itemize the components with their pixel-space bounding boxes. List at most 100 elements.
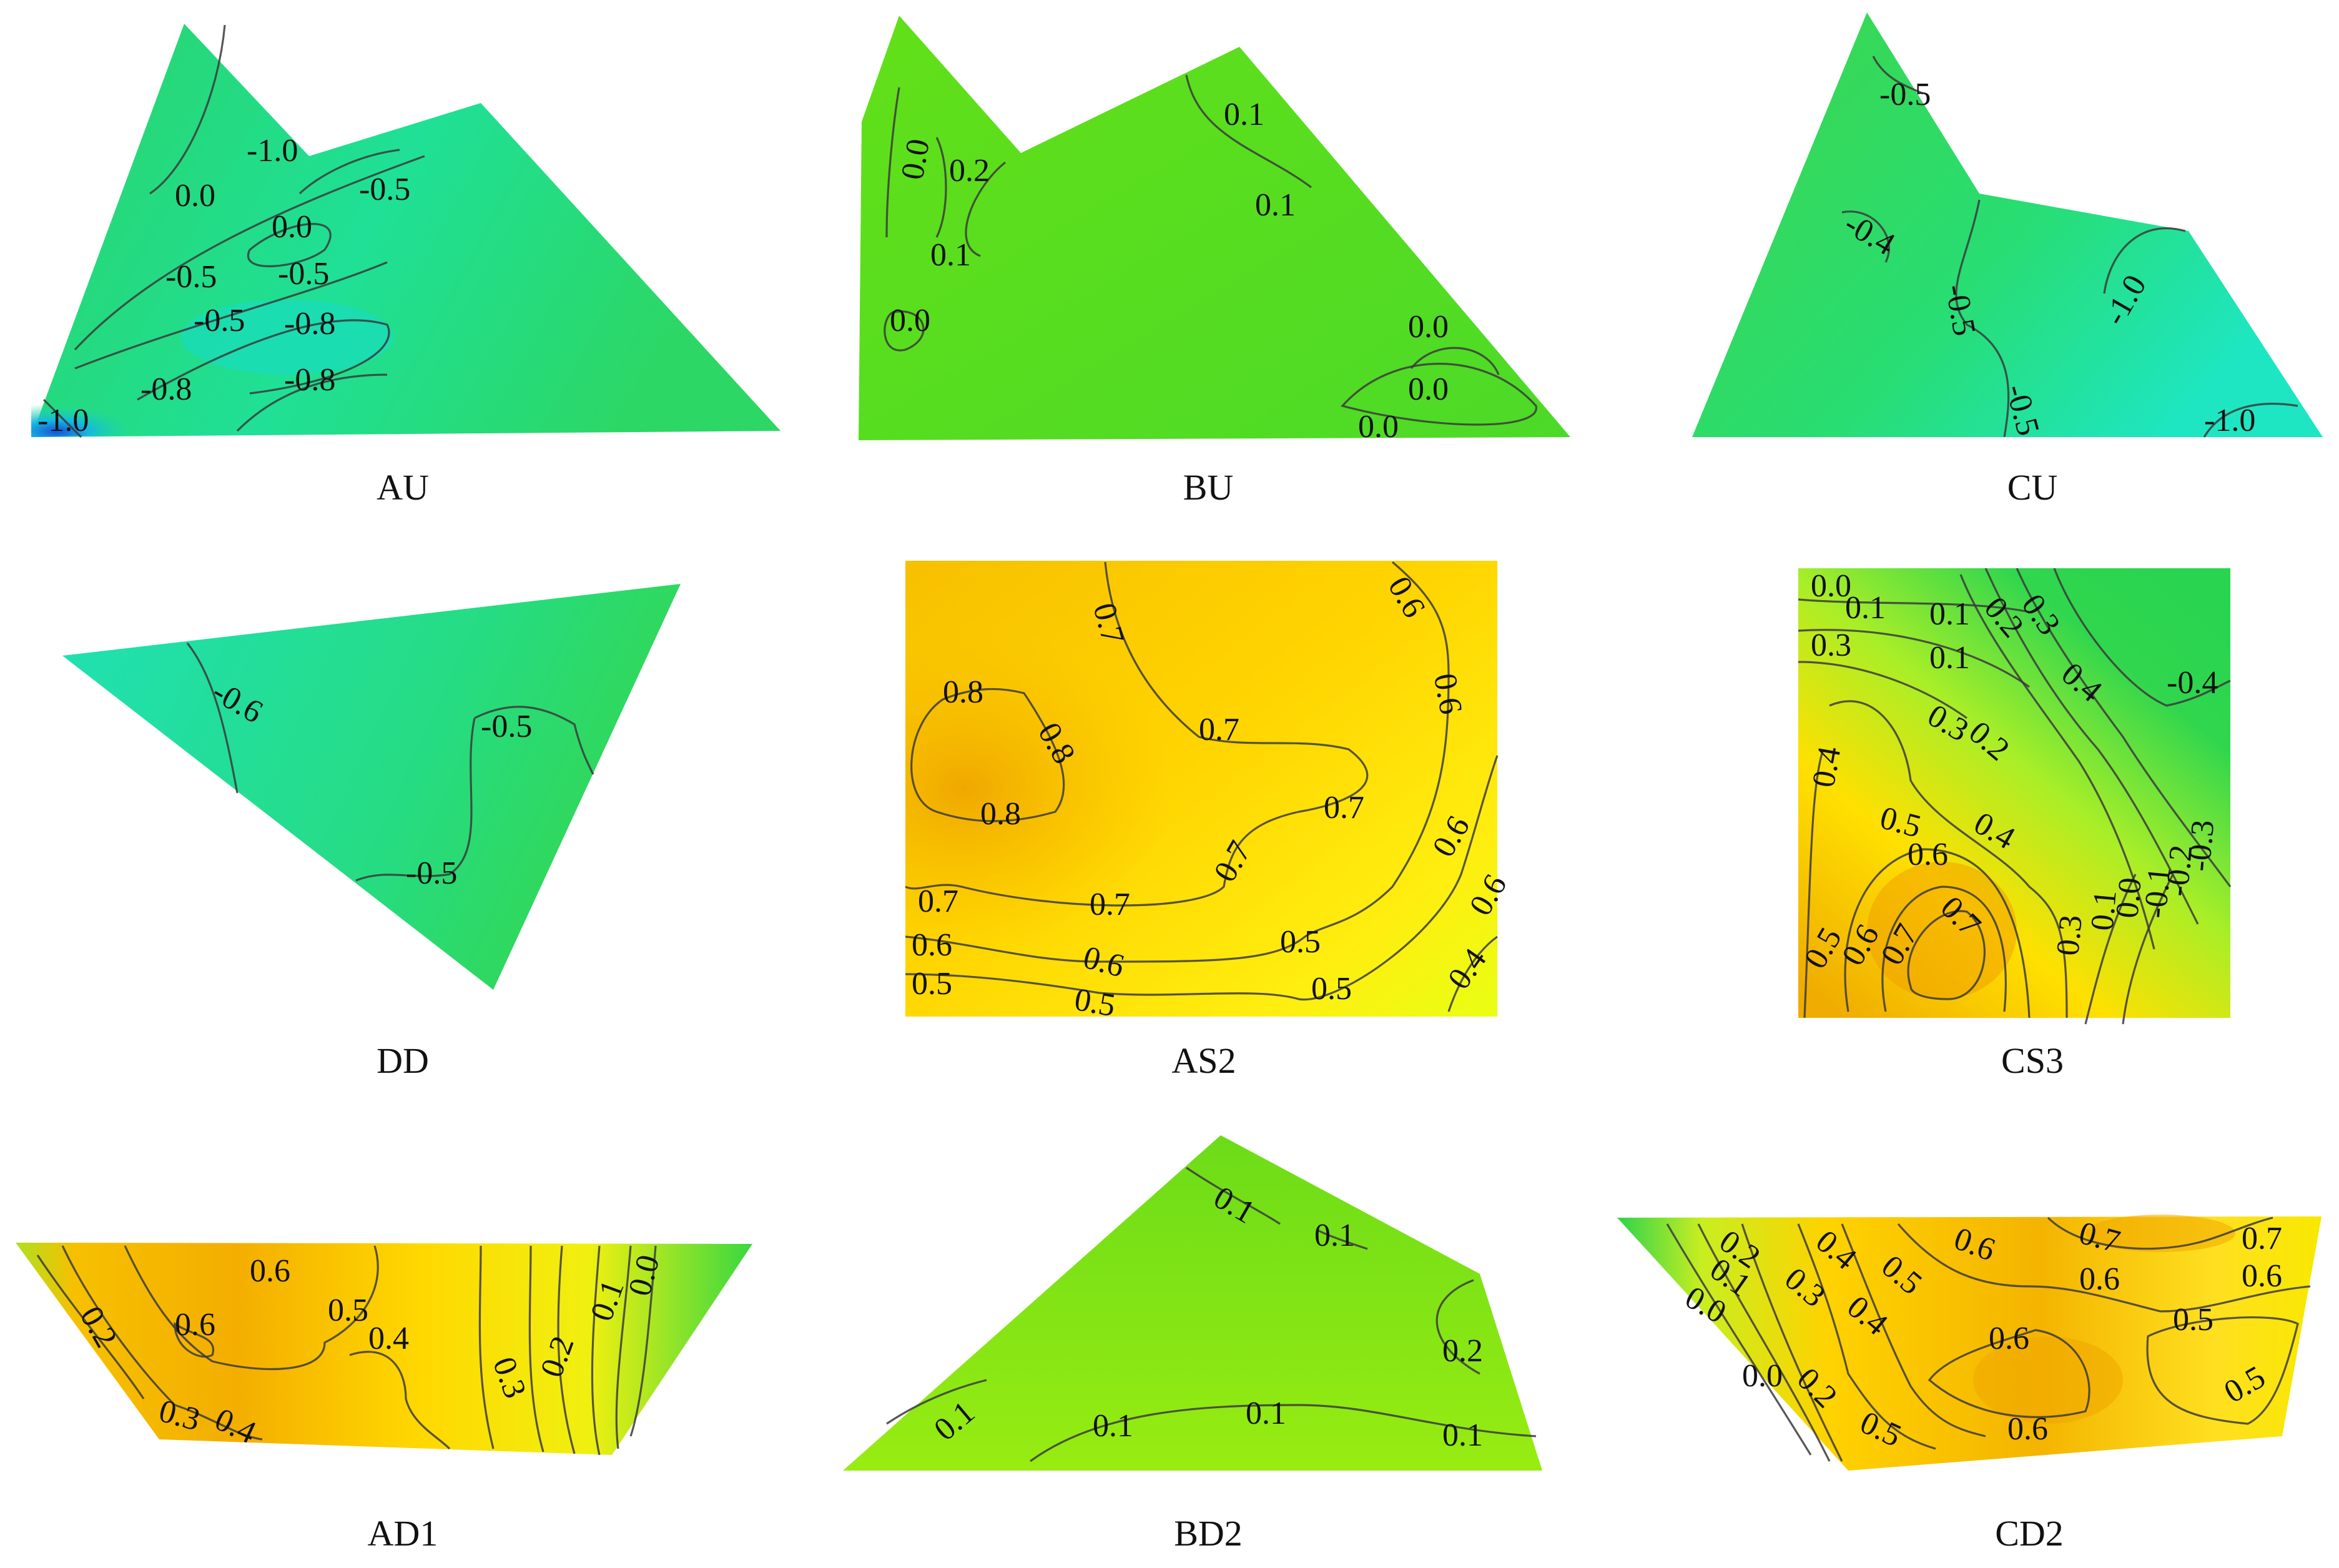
contour-label: 0.5 [1280, 924, 1321, 960]
panel-label: CD2 [1995, 1513, 2064, 1554]
contour-label: 0.0 [1811, 568, 1851, 604]
contour-label: 0.7 [918, 884, 958, 919]
panel-bd2: 0.1 0.1 0.2 0.1 0.1 0.1 0.1 BD2 [843, 1135, 1542, 1554]
contour-lines [36, 1245, 657, 1456]
contour-label: 0.1 [1442, 1418, 1483, 1453]
contour-label: 0.1 [1929, 596, 1970, 632]
contour-label: 0.7 [1090, 887, 1130, 922]
contour-labels: 0.0 -1.0 -0.5 0.0 -0.5 -0.5 -0.5 -0.8 -0… [37, 133, 410, 438]
panel-label: AS2 [1171, 1040, 1236, 1081]
contour-label: 0.1 [1246, 1396, 1286, 1431]
contour-label: 0.3 [1811, 628, 1851, 663]
contour-label: -0.5 [1938, 282, 1982, 338]
panel-au: 0.0 -1.0 -0.5 0.0 -0.5 -0.5 -0.5 -0.8 -0… [31, 24, 780, 508]
map-surface [62, 584, 681, 990]
contour-label: 0.0 [272, 209, 312, 245]
contour-label: 0.2 [949, 153, 990, 189]
contour-label: 0.1 [1929, 640, 1970, 676]
panel-dd: -0.6 -0.5 -0.5 DD [62, 584, 681, 1081]
contour-label: 0.6 [912, 927, 952, 963]
panel-as2: 0.7 0.6 0.8 0.8 0.8 0.7 0.7 0.6 0.7 0.7 … [905, 561, 1514, 1081]
contour-label: 0.1 [2084, 889, 2123, 932]
map-surface [843, 1135, 1542, 1471]
map-surface [859, 16, 1570, 440]
contour-labels: 0.0 0.2 0.1 0.0 0.1 0.1 0.0 0.0 0.0 [890, 97, 1449, 445]
contour-label: 0.1 [1224, 97, 1264, 132]
panel-label: BU [1183, 467, 1234, 508]
contour-label: 0.5 [912, 966, 952, 1002]
contour-label: -0.8 [284, 306, 335, 342]
map-surface [1617, 1216, 2322, 1471]
contour-label: 0.6 [1989, 1321, 2029, 1356]
high-value-zone [1867, 862, 2017, 999]
contour-label: 0.0 [175, 178, 215, 214]
contour-label: -0.8 [284, 362, 335, 398]
contour-lines [1841, 56, 2298, 438]
contour-label: 0.1 [1845, 590, 1886, 626]
contour-label: 0.1 [1314, 1218, 1355, 1253]
contour-label: 0.2 [1442, 1333, 1483, 1369]
contour-label: -0.2 [2159, 844, 2199, 898]
contour-label: 0.6 [2079, 1261, 2120, 1297]
contour-label: 0.0 [1408, 309, 1449, 345]
panel-label: CU [2007, 467, 2058, 508]
panel-bu: 0.0 0.2 0.1 0.0 0.1 0.1 0.0 0.0 0.0 BU [859, 16, 1570, 508]
contour-label: -0.5 [359, 172, 410, 207]
contour-label: 0.5 [1311, 971, 1352, 1007]
contour-lines [884, 74, 1537, 426]
contour-label: -0.1 [2137, 865, 2177, 920]
contour-label: 0.7 [1199, 712, 1239, 747]
contour-label: -0.5 [278, 256, 329, 292]
contour-label: -1.0 [247, 133, 298, 169]
contour-label: -0.5 [194, 303, 245, 338]
contour-label: 0.0 [1358, 409, 1399, 445]
contour-label: 0.1 [930, 237, 971, 273]
contour-lines [186, 643, 594, 882]
contour-label: 0.8 [980, 796, 1021, 832]
contour-lines [1666, 1216, 2311, 1462]
panel-cu: -0.5 -0.4 -0.5 -1.0 -0.5 -1.0 CU [1692, 12, 2323, 508]
contour-label: 0.0 [2109, 876, 2148, 920]
contour-lines [886, 1166, 1537, 1462]
contour-label: 0.0 [1408, 372, 1449, 407]
contour-label: -0.5 [481, 709, 532, 744]
high-value-zone [1973, 1336, 2123, 1424]
contour-label: 0.6 [175, 1307, 215, 1343]
panel-ad1: 0.6 0.2 0.6 0.5 0.4 0.3 0.4 0.3 0.2 0.1 … [16, 1243, 752, 1554]
panel-label: CS3 [2001, 1040, 2064, 1081]
contour-label: 0.4 [368, 1321, 409, 1356]
contour-label: 0.5 [1071, 982, 1118, 1023]
map-surface [1692, 12, 2323, 437]
map-surface [16, 1243, 752, 1455]
contour-label: -0.5 [1879, 77, 1931, 112]
panel-cd2: 0.2 0.1 0.0 0.4 0.3 0.5 0.4 0.6 0.7 0.7 … [1617, 1215, 2322, 1554]
contour-label: 0.0 [895, 136, 937, 182]
contour-label: 0.7 [1324, 790, 1364, 826]
low-value-zone [181, 300, 393, 375]
low-value-zone [31, 325, 350, 437]
contour-lines [1798, 568, 2232, 1025]
contour-label: -0.5 [406, 855, 457, 891]
contour-label: -0.8 [140, 372, 192, 407]
panel-label: DD [377, 1040, 429, 1081]
contour-label: 0.6 [2007, 1411, 2048, 1447]
contour-label: 0.0 [890, 303, 930, 338]
contour-lines [42, 24, 425, 438]
contour-label: 0.0 [1742, 1358, 1783, 1394]
panel-cs3: 0.0 0.1 0.1 0.2 0.3 0.3 0.1 0.4 -0.4 0.3… [1798, 568, 2232, 1081]
contour-label: 0.8 [943, 674, 983, 710]
contour-label: 0.6 [1908, 837, 1948, 872]
contour-label: -0.3 [2181, 819, 2221, 873]
contour-label: 0.6 [1427, 671, 1469, 717]
contour-lines [905, 561, 1499, 1012]
contour-label: -0.4 [2167, 665, 2218, 701]
contour-label: 0.3 [2050, 914, 2089, 957]
contour-label: -1.0 [37, 403, 89, 438]
contour-label: 0.1 [1093, 1408, 1133, 1444]
contour-label: 0.4 [1806, 744, 1848, 790]
contour-label: 0.1 [1255, 187, 1296, 223]
contour-label: -0.5 [165, 259, 217, 295]
panel-label: BD2 [1174, 1513, 1243, 1554]
contour-label: 0.5 [328, 1293, 368, 1328]
